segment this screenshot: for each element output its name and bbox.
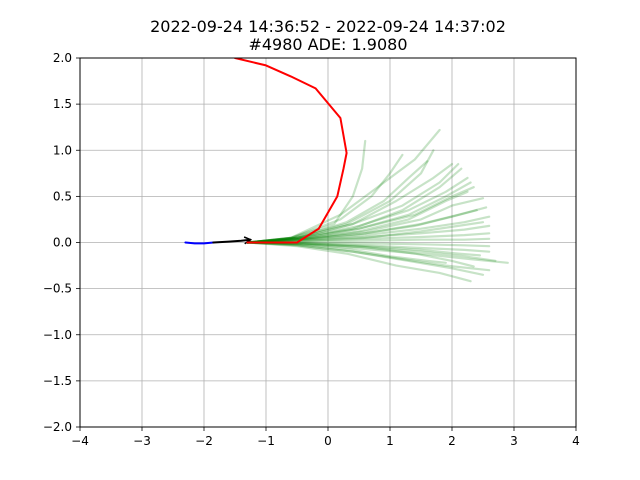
current-heading-line	[212, 238, 252, 244]
sample-trajectory-line	[246, 163, 454, 244]
x-tick-label: −3	[133, 434, 151, 448]
sample-trajectory-line	[246, 160, 429, 244]
y-tick-label: −1.0	[43, 328, 72, 342]
sample-trajectory-line	[246, 224, 491, 244]
x-tick-label: −2	[195, 434, 213, 448]
sample-trajectories	[246, 128, 509, 283]
sample-trajectory-line	[246, 163, 460, 244]
x-tick-label: 1	[386, 434, 394, 448]
sample-trajectory-line	[246, 167, 463, 244]
sample-trajectory-line	[246, 209, 478, 244]
y-tick-label: −0.5	[43, 282, 72, 296]
x-tick-label: −1	[257, 434, 275, 448]
chart-title-line-1: 2022-09-24 14:36:52 - 2022-09-24 14:37:0…	[150, 17, 506, 36]
sample-trajectory-line	[246, 181, 472, 244]
sample-trajectory-line	[246, 241, 491, 272]
past-trajectory-line	[184, 241, 215, 245]
sample-trajectory-line	[246, 153, 404, 244]
x-tick-label: −4	[71, 434, 89, 448]
y-tick-label: −2.0	[43, 420, 72, 434]
sample-trajectory-line	[246, 190, 469, 244]
x-tick-label: 2	[448, 434, 456, 448]
sample-trajectory-line	[246, 176, 469, 244]
axis-ticks: −4 −3 −2 −1 0 1 2 3 4 2.0 1.5 1.0 0.5 0.0 −0.5 −1.0 −1.5…	[43, 51, 580, 448]
y-tick-label: 2.0	[53, 51, 72, 65]
sample-trajectory-line	[246, 241, 472, 283]
chart-title-line-2: #4980 ADE: 1.9080	[248, 35, 407, 54]
sample-trajectory-line	[246, 206, 488, 244]
x-tick-label: 4	[572, 434, 580, 448]
sample-trajectory-line	[246, 241, 485, 276]
sample-trajectory-line	[246, 128, 441, 244]
sample-trajectory-line	[246, 197, 485, 244]
sample-trajectory-line	[246, 221, 485, 244]
ground-truth-future-line	[234, 58, 348, 244]
sample-trajectory-line	[246, 139, 367, 244]
y-tick-label: 0.0	[53, 236, 72, 250]
y-tick-label: 1.5	[53, 97, 72, 111]
y-tick-label: 1.0	[53, 143, 72, 157]
y-tick-label: 0.5	[53, 189, 72, 203]
sample-trajectory-line	[246, 241, 509, 264]
sample-trajectory-line	[246, 215, 491, 244]
sample-trajectory-line	[246, 149, 435, 244]
sample-trajectory-line	[246, 241, 447, 264]
sample-trajectory-line	[246, 186, 475, 244]
x-tick-label: 3	[510, 434, 518, 448]
sample-trajectory-line	[246, 232, 491, 244]
x-tick-label: 0	[324, 434, 332, 448]
trajectory-series	[184, 58, 348, 245]
y-tick-label: −1.5	[43, 374, 72, 388]
sample-trajectory-line	[246, 241, 497, 262]
